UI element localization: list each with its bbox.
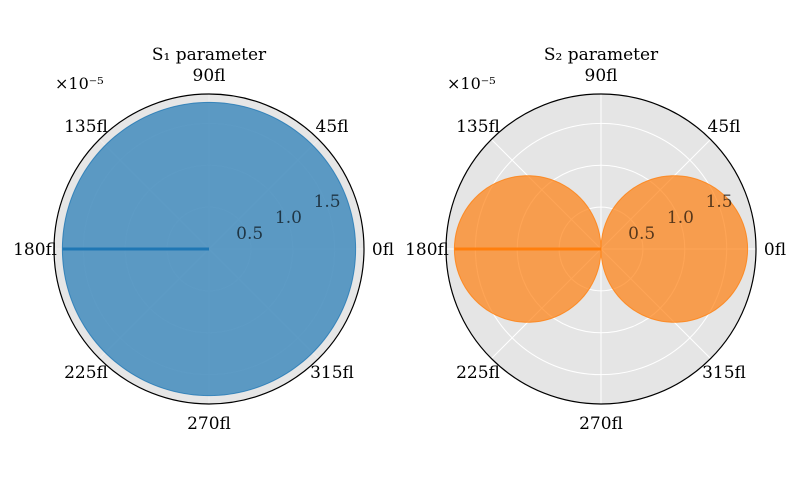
angle-tick-label: 315fl <box>702 363 746 383</box>
radial-tick-label: 0.5 <box>236 224 263 244</box>
angle-tick-label: 45fl <box>316 117 349 137</box>
angle-tick-label: 45fl <box>708 117 741 137</box>
angle-tick-label: 0fl <box>372 240 394 260</box>
radial-tick-label: 1.5 <box>706 192 733 212</box>
angle-tick-label: 0fl <box>764 240 786 260</box>
radial-tick-label: 0.5 <box>628 224 655 244</box>
angle-tick-label: 315fl <box>310 363 354 383</box>
radial-tick-label: 1.0 <box>275 208 302 228</box>
polar-chart-s2: S₂ parameter ×10⁻⁵ 0.5 1.0 1.5 0fl 45fl 90fl 1… <box>405 45 786 434</box>
angle-tick-label: 225fl <box>64 363 108 383</box>
angle-tick-label: 135fl <box>456 117 500 137</box>
angle-tick-label: 90fl <box>193 66 226 86</box>
angle-tick-label: 135fl <box>64 117 108 137</box>
angle-tick-label: 270fl <box>187 414 231 434</box>
angle-tick-label: 270fl <box>579 414 623 434</box>
angle-tick-label: 90fl <box>585 66 618 86</box>
polar-spine <box>445 93 757 405</box>
polar-chart-s1: S₁ parameter ×10⁻⁵ 0.5 1.0 1.5 0fl 45fl 90fl 1… <box>13 45 394 434</box>
angle-tick-label: 180fl <box>405 240 449 260</box>
chart-title: S₁ parameter <box>152 45 267 65</box>
polar-spine <box>53 93 365 405</box>
angle-tick-label: 180fl <box>13 240 57 260</box>
radial-scale-note: ×10⁻⁵ <box>55 74 104 93</box>
radial-scale-note: ×10⁻⁵ <box>447 74 496 93</box>
chart-title: S₂ parameter <box>544 45 659 65</box>
angle-tick-label: 225fl <box>456 363 500 383</box>
radial-tick-label: 1.0 <box>667 208 694 228</box>
radial-tick-label: 1.5 <box>314 192 341 212</box>
